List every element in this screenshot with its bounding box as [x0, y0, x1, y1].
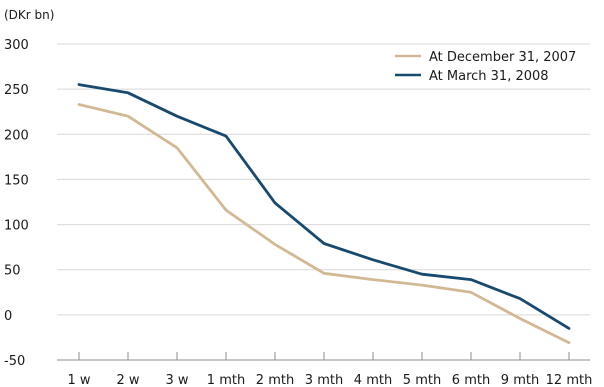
x-tick-label: 9 mth — [501, 373, 539, 387]
y-tick-label: 50 — [4, 264, 21, 279]
gridlines — [57, 43, 590, 361]
x-axis-ticks: 1 w 2 w 3 w 1 mth 2 mth 3 mth 4 mth 5 mth 6 mth 9… — [67, 352, 592, 387]
y-tick-label: 250 — [4, 83, 29, 98]
y-axis-ticks: -50 0 50 100 150 200 250 300 — [4, 38, 29, 369]
x-tick-label: 1 w — [67, 373, 90, 387]
y-axis-unit-label: (DKr bn) — [4, 8, 54, 22]
legend-label-december-2007: At December 31, 2007 — [429, 50, 576, 65]
y-tick-label: 300 — [4, 38, 29, 53]
legend-label-march-2008: At March 31, 2008 — [429, 69, 549, 84]
x-tick-label: 2 w — [116, 373, 139, 387]
y-tick-label: 200 — [4, 128, 29, 143]
y-tick-label: 0 — [4, 309, 12, 324]
x-tick-label: 2 mth — [256, 373, 294, 387]
legend: At December 31, 2007 At March 31, 2008 — [395, 50, 576, 84]
x-tick-label: 12 mth — [546, 373, 593, 387]
series-line-december-2007 — [77, 103, 571, 345]
x-tick-label: 3 w — [165, 373, 188, 387]
series-line-march-2008 — [77, 83, 571, 330]
y-tick-label: 100 — [4, 219, 29, 234]
x-tick-label: 3 mth — [305, 373, 343, 387]
x-tick-label: 6 mth — [452, 373, 490, 387]
x-tick-label: 4 mth — [354, 373, 392, 387]
y-tick-label: 150 — [4, 173, 29, 188]
x-tick-label: 5 mth — [403, 373, 441, 387]
x-tick-label: 1 mth — [207, 373, 245, 387]
y-tick-label: -50 — [4, 354, 25, 369]
series-lines — [77, 83, 571, 345]
